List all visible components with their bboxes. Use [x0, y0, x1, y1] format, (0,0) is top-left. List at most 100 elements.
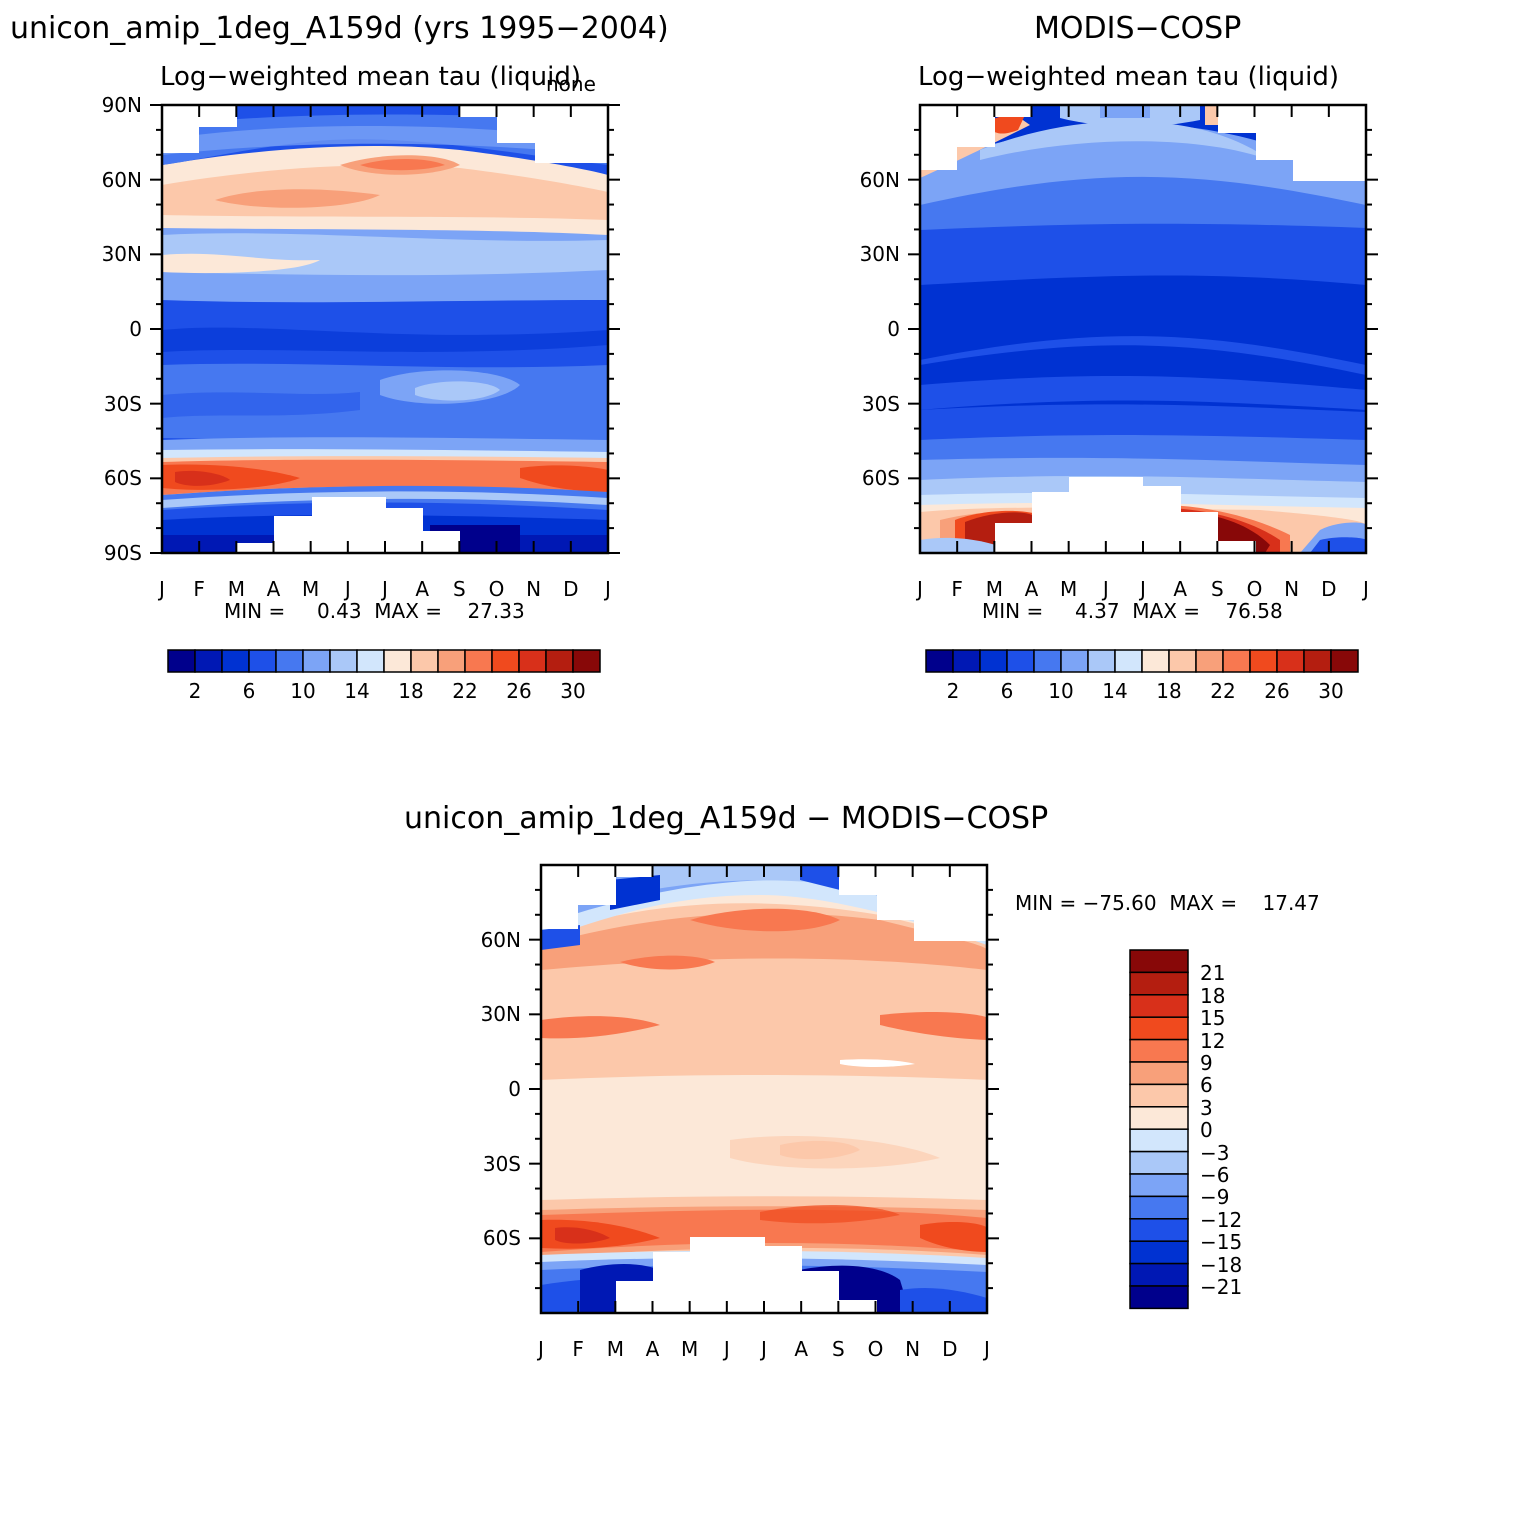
x-tick-label: F — [951, 577, 963, 601]
colorbar-label: 9 — [1200, 1051, 1213, 1075]
colorbar-swatch — [1222, 649, 1251, 673]
colorbar-swatch — [437, 649, 466, 673]
x-tick-label: J — [984, 1337, 990, 1361]
x-tick-label: A — [1173, 577, 1187, 601]
x-tick-label: J — [1102, 577, 1109, 601]
colorbar-label: 14 — [344, 679, 370, 703]
x-tick-label: J — [1363, 577, 1369, 601]
panel2-field — [920, 105, 1366, 553]
panel3-field — [541, 865, 987, 1313]
colorbars — [167, 649, 1359, 1310]
colorbar-swatch — [1129, 971, 1189, 996]
x-tick-label: N — [905, 1337, 921, 1361]
y-tick-label: 90N — [101, 93, 142, 117]
x-tick-label: M — [681, 1337, 699, 1361]
colorbar-label: 12 — [1200, 1028, 1226, 1053]
colorbar-label: −15 — [1200, 1230, 1243, 1255]
x-tick-label: J — [605, 577, 611, 601]
y-tick-label: 60N — [101, 167, 142, 192]
colorbar-label: 22 — [1210, 679, 1236, 703]
x-tick-label: M — [302, 577, 320, 601]
x-tick-label: J — [761, 1337, 767, 1361]
colorbar-swatch — [1129, 1038, 1189, 1063]
y-tick-label: 0 — [508, 1077, 521, 1101]
colorbar-swatch — [545, 649, 574, 673]
colorbar-swatch — [1114, 649, 1143, 673]
panel1-stats: MIN = 0.43 MAX = 27.33 — [224, 599, 525, 623]
colorbar-swatch — [1249, 649, 1278, 673]
x-tick-label: M — [1060, 577, 1078, 601]
colorbar-swatch — [221, 649, 250, 673]
colorbar-swatch — [491, 649, 520, 673]
colorbar-swatch — [1129, 1173, 1189, 1198]
x-tick-label: J — [538, 1337, 544, 1361]
colorbar-label: 18 — [1156, 679, 1182, 703]
x-tick-label: J — [723, 1337, 730, 1361]
colorbar-label: 26 — [506, 679, 532, 703]
colorbar-swatch — [1129, 1083, 1189, 1108]
x-tick-label: M — [606, 1337, 624, 1361]
colorbar-label: 6 — [242, 679, 256, 703]
colorbar-swatch — [167, 649, 196, 673]
x-tick-label: D — [942, 1337, 958, 1361]
colorbar-label: 15 — [1200, 1006, 1226, 1031]
colorbar-label: 10 — [1048, 679, 1074, 703]
colorbar-swatch — [194, 649, 223, 673]
panel2-subtitle: Log−weighted mean tau (liquid) — [918, 62, 1339, 92]
x-tick-label: M — [985, 577, 1003, 601]
y-tick-label: 30N — [480, 1002, 521, 1027]
colorbar-swatch — [979, 649, 1008, 673]
y-tick-label: 30N — [101, 242, 142, 267]
colorbar-swatch — [356, 649, 385, 673]
colorbar-label: 18 — [398, 679, 424, 703]
axis-ticks — [150, 104, 1378, 1313]
colorbar-swatch — [1006, 649, 1035, 673]
colorbar-label: 26 — [1264, 679, 1290, 703]
colorbar-swatch — [952, 649, 981, 673]
colorbar-label: 14 — [1102, 679, 1128, 703]
colorbar-swatch — [1129, 1061, 1189, 1086]
colorbar-swatch — [1129, 949, 1189, 974]
panel1-field — [162, 105, 608, 553]
colorbar-label: −6 — [1200, 1163, 1230, 1187]
colorbar-swatch — [1129, 1195, 1189, 1220]
panel2-stats: MIN = 4.37 MAX = 76.58 — [982, 599, 1283, 623]
x-tick-label: J — [917, 577, 923, 601]
colorbar-swatch — [1129, 1016, 1189, 1041]
colorbar-label: −21 — [1200, 1275, 1243, 1299]
y-tick-label: 0 — [129, 317, 142, 341]
colorbar-swatch — [1330, 649, 1359, 673]
colorbar-label: 6 — [1200, 1073, 1213, 1098]
colorbar-swatch — [248, 649, 277, 673]
colorbar-swatch — [1129, 1218, 1189, 1242]
colorbar-label: 30 — [1318, 679, 1344, 703]
panel3-title: unicon_amip_1deg_A159d − MODIS−COSP — [404, 801, 1049, 836]
colorbar-swatch — [1129, 994, 1189, 1018]
colorbar-label: 10 — [290, 679, 316, 703]
colorbar-swatch — [1060, 649, 1089, 673]
colorbar-label: −9 — [1200, 1185, 1230, 1210]
colorbar-swatch — [410, 649, 439, 673]
y-tick-label: 0 — [887, 317, 900, 341]
panel1-title: unicon_amip_1deg_A159d (yrs 1995−2004) — [10, 11, 669, 46]
y-tick-label: 60S — [482, 1226, 521, 1251]
x-tick-label: O — [867, 1337, 884, 1361]
colorbar-swatch — [1141, 649, 1170, 673]
colorbar-swatch — [925, 649, 954, 673]
x-tick-label: A — [1024, 577, 1039, 601]
colorbar-swatch — [518, 649, 547, 673]
x-tick-label: J — [344, 577, 351, 601]
y-tick-label: 30S — [861, 391, 900, 416]
colorbar-label: 18 — [1200, 983, 1226, 1008]
x-tick-label: A — [645, 1337, 660, 1361]
panel3-stats: MIN = −75.60 MAX = 17.47 — [1015, 891, 1320, 915]
x-tick-label: N — [526, 577, 542, 601]
colorbar-label: 22 — [452, 679, 478, 703]
x-tick-label: A — [794, 1337, 808, 1361]
colorbar-label: −12 — [1200, 1207, 1243, 1232]
x-tick-label: S — [452, 577, 466, 601]
y-tick-label: 60N — [480, 927, 521, 952]
x-tick-label: J — [1140, 577, 1146, 601]
colorbar-swatch — [1129, 1106, 1189, 1130]
